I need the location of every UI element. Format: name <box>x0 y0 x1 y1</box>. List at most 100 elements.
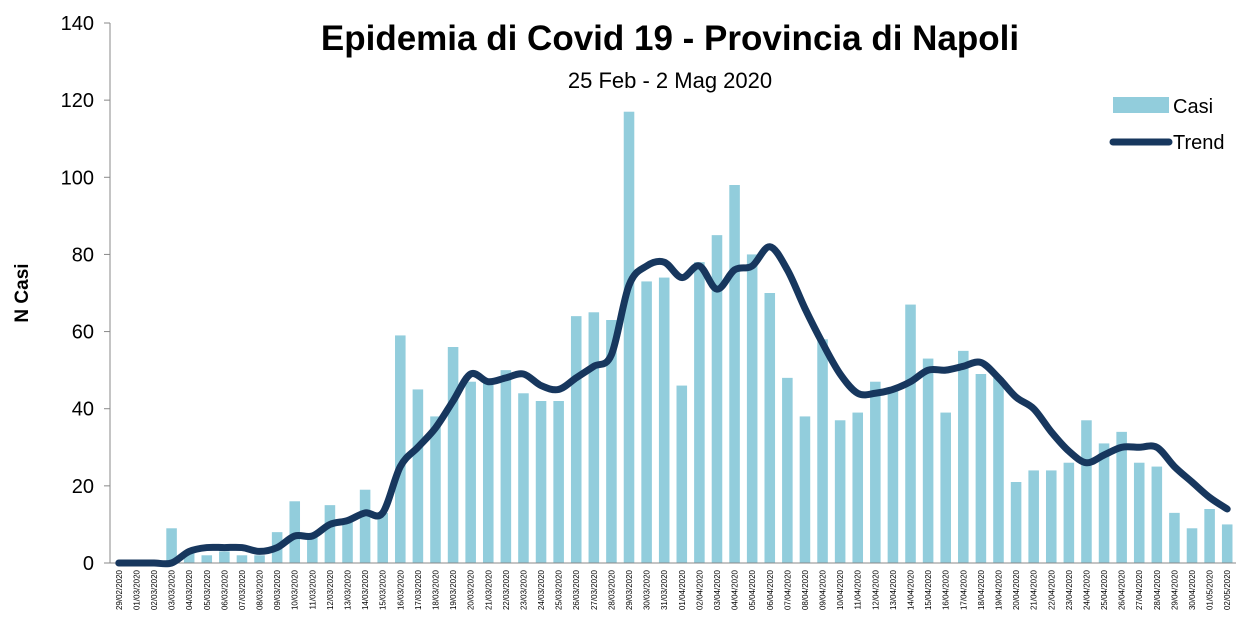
bar <box>1045 470 1057 563</box>
x-tick-label: 02/03/2020 <box>150 569 159 610</box>
x-tick-label: 15/03/2020 <box>379 569 388 610</box>
bar <box>482 381 494 563</box>
bar <box>412 389 424 563</box>
x-tick-label: 02/04/2020 <box>695 569 704 610</box>
bar <box>359 489 371 563</box>
bar <box>289 501 301 563</box>
y-tick-label: 140 <box>61 13 94 35</box>
x-tick-label: 14/04/2020 <box>907 569 916 610</box>
bar <box>324 505 336 563</box>
x-tick-label: 07/03/2020 <box>238 569 247 610</box>
bar <box>852 412 864 563</box>
x-tick-label: 18/03/2020 <box>431 569 440 610</box>
x-tick-label: 13/03/2020 <box>344 569 353 610</box>
legend-label: Casi <box>1173 96 1213 118</box>
x-tick-label: 09/04/2020 <box>819 569 828 610</box>
bar <box>729 185 740 563</box>
x-tick-label: 29/02/2020 <box>115 569 124 610</box>
trend-line <box>115 243 1231 568</box>
y-tick-label: 100 <box>61 167 94 189</box>
bar <box>377 512 388 563</box>
x-tick-label: 16/03/2020 <box>396 569 405 610</box>
bar <box>975 374 987 563</box>
x-tick-label: 08/04/2020 <box>801 569 810 610</box>
bar <box>676 385 688 563</box>
x-tick-label: 03/04/2020 <box>713 569 722 610</box>
bar <box>588 312 600 563</box>
x-tick-label: 01/05/2020 <box>1206 569 1215 610</box>
x-tick-label: 22/03/2020 <box>502 569 511 610</box>
bar <box>254 555 265 563</box>
x-tick-label: 28/04/2020 <box>1153 569 1162 610</box>
x-tick-label: 17/03/2020 <box>414 569 423 610</box>
legend-label: Trend <box>1173 132 1225 154</box>
x-tick-label: 19/03/2020 <box>449 569 458 610</box>
bar <box>1116 431 1127 563</box>
bar <box>993 377 1004 563</box>
x-tick-label: 10/04/2020 <box>836 569 845 610</box>
bar <box>1028 470 1039 563</box>
bar <box>887 389 899 563</box>
x-tick-label: 07/04/2020 <box>783 569 792 610</box>
x-tick-label: 26/04/2020 <box>1118 569 1127 610</box>
bar <box>201 555 213 563</box>
bar <box>1169 512 1180 563</box>
bar <box>447 347 459 563</box>
bar <box>623 111 635 563</box>
bar <box>570 316 582 563</box>
bar <box>535 401 547 563</box>
bar <box>1098 443 1110 563</box>
bar <box>641 281 652 563</box>
bar <box>711 235 723 563</box>
x-tick-label: 31/03/2020 <box>660 569 669 610</box>
bar <box>746 254 758 563</box>
x-tick-label: 21/04/2020 <box>1030 569 1039 610</box>
x-tick-label: 27/04/2020 <box>1135 569 1144 610</box>
x-tick-label: 02/05/2020 <box>1223 569 1232 610</box>
x-tick-label: 17/04/2020 <box>959 569 968 610</box>
y-tick-label: 0 <box>83 553 94 575</box>
x-tick-label: 24/04/2020 <box>1082 569 1091 610</box>
bar <box>307 536 318 563</box>
x-tick-label: 20/03/2020 <box>467 569 476 610</box>
chart-title: Epidemia di Covid 19 - Provincia di Napo… <box>321 19 1019 58</box>
x-tick-label: 15/04/2020 <box>924 569 933 610</box>
x-tick-label: 21/03/2020 <box>484 569 493 610</box>
y-tick-label: 80 <box>72 244 94 266</box>
x-tick-label: 06/04/2020 <box>766 569 775 610</box>
x-tick-label: 01/04/2020 <box>678 569 687 610</box>
bar <box>799 416 811 563</box>
x-tick-label: 23/03/2020 <box>519 569 528 610</box>
bar <box>606 320 617 563</box>
x-tick-label: 04/04/2020 <box>731 569 740 610</box>
x-tick-label: 01/03/2020 <box>132 569 141 610</box>
x-tick-label: 26/03/2020 <box>572 569 581 610</box>
bar <box>465 381 476 563</box>
bar <box>1186 528 1198 563</box>
y-tick-label: 120 <box>61 90 94 112</box>
x-tick-label: 25/03/2020 <box>555 569 564 610</box>
bar <box>905 304 916 563</box>
x-tick-label: 22/04/2020 <box>1047 569 1056 610</box>
x-tick-label: 18/04/2020 <box>977 569 986 610</box>
bar <box>553 401 564 563</box>
bar <box>1133 462 1145 563</box>
x-tick-label: 16/04/2020 <box>942 569 951 610</box>
bar <box>1010 482 1022 563</box>
bar <box>430 416 441 563</box>
x-tick-label: 11/03/2020 <box>308 569 317 609</box>
x-tick-label: 29/03/2020 <box>625 569 634 610</box>
x-tick-label: 19/04/2020 <box>994 569 1003 610</box>
x-tick-label: 24/03/2020 <box>537 569 546 610</box>
bar <box>922 358 934 563</box>
bar <box>1221 524 1233 563</box>
bar <box>1204 509 1215 563</box>
y-axis-label: N Casi <box>12 263 33 322</box>
x-tick-label: 05/03/2020 <box>203 569 212 610</box>
bar <box>782 377 793 563</box>
x-tick-label: 12/03/2020 <box>326 569 335 610</box>
bar <box>764 293 776 563</box>
bar <box>395 335 406 563</box>
